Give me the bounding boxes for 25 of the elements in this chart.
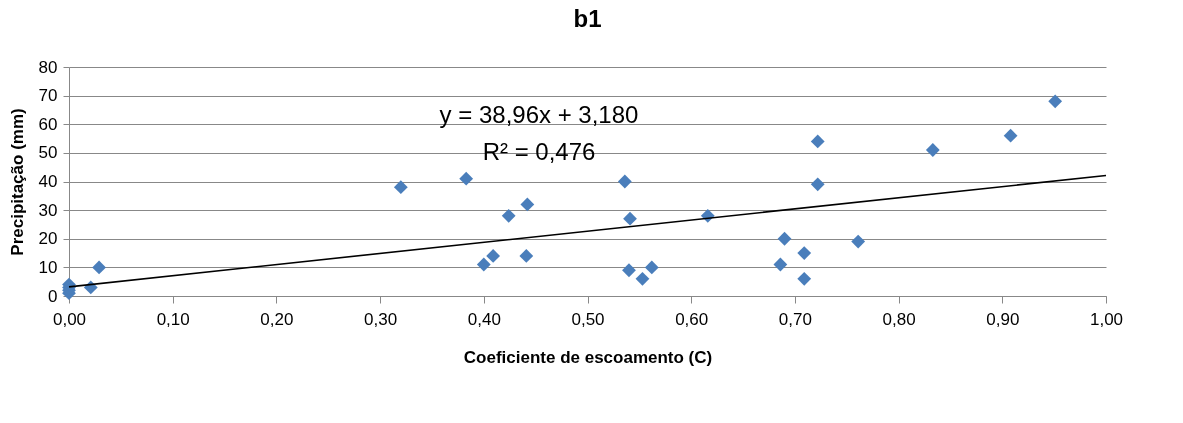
x-tick-label: 0,70 <box>778 309 812 329</box>
x-tick-label: 0,50 <box>571 309 605 329</box>
y-tick-label: 10 <box>38 257 58 277</box>
y-tick-label: 20 <box>38 229 58 249</box>
y-axis-title: Precipitação (mm) <box>7 108 27 256</box>
y-tick-label: 0 <box>48 286 58 306</box>
x-tick-label: 0,40 <box>467 309 501 329</box>
x-tick-label: 0,20 <box>260 309 294 329</box>
y-tick-label: 70 <box>38 86 58 106</box>
x-tick-label: 0,60 <box>675 309 709 329</box>
chart-title: b1 <box>573 5 602 32</box>
x-tick-label: 0,10 <box>156 309 190 329</box>
y-tick-label: 40 <box>38 172 58 191</box>
x-tick-label: 0,80 <box>882 309 916 329</box>
annotation: R² = 0,476 <box>482 138 596 165</box>
x-tick-label: 1,00 <box>1089 309 1124 329</box>
y-tick-label: 80 <box>38 57 58 77</box>
annotation: y = 38,96x + 3,180 <box>439 101 639 128</box>
y-tick-label: 60 <box>38 114 58 134</box>
x-tick-label: 0,90 <box>986 309 1020 329</box>
x-axis-title: Coeficiente de escoamento (C) <box>463 347 713 367</box>
x-tick-label: 0,00 <box>52 309 87 329</box>
x-tick-label: 0,30 <box>364 309 398 329</box>
y-tick-label: 30 <box>38 200 58 220</box>
y-tick-label: 50 <box>38 143 58 163</box>
